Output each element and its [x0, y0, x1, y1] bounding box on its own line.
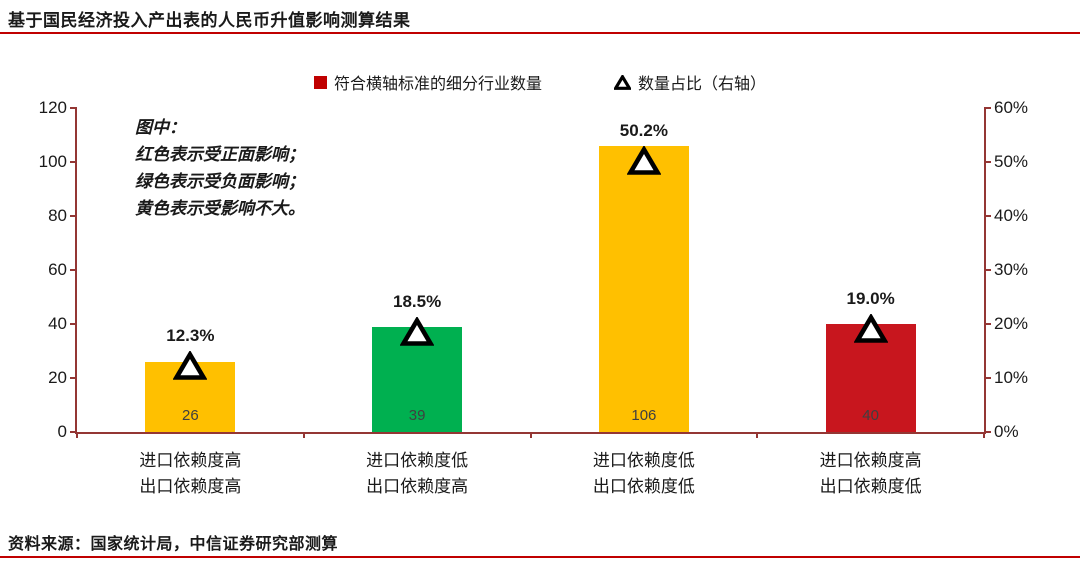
y-axis-tick-label: 40: [48, 314, 67, 333]
y-axis-tick: [70, 431, 77, 433]
legend-item-pct: 数量占比（右轴）: [614, 70, 766, 94]
y-axis-tick-label: 0: [57, 422, 67, 441]
legend: 符合横轴标准的细分行业数量 数量占比（右轴）: [0, 70, 1080, 94]
color-key-annotation: 图中： 红色表示受正面影响； 绿色表示受负面影响； 黄色表示受影响不大。: [135, 114, 305, 222]
right-axis-tick-label: 60%: [994, 98, 1029, 117]
category-label-line: 出口依赖度低: [819, 477, 922, 496]
right-axis-tick: [984, 431, 991, 433]
x-axis-tick: [76, 432, 78, 438]
bar-value-label: 106: [631, 407, 657, 424]
pct-data-label: 19.0%: [846, 289, 895, 309]
category-label-line: 进口依赖度低: [366, 451, 469, 470]
right-axis-tick-label: 50%: [994, 152, 1029, 171]
right-axis-tick: [984, 323, 991, 325]
y-axis-tick: [70, 215, 77, 217]
y-axis-tick: [70, 323, 77, 325]
category-label: 进口依赖度低 出口依赖度低: [531, 448, 758, 500]
annotation-line: 黄色表示受影响不大。: [135, 199, 305, 218]
annotation-line: 绿色表示受负面影响；: [135, 172, 305, 191]
right-axis-tick-label: 10%: [994, 368, 1029, 387]
bar-series-swatch-icon: [313, 75, 327, 89]
x-axis-tick: [529, 432, 532, 438]
pct-data-label: 18.5%: [393, 292, 442, 312]
right-axis-tick: [984, 215, 991, 217]
pct-data-label: 50.2%: [619, 120, 668, 140]
category-label-line: 进口依赖度高: [819, 451, 922, 470]
pct-data-label: 12.3%: [166, 325, 215, 345]
bar-value-label: 40: [862, 407, 879, 424]
category-label-line: 出口依赖度低: [592, 477, 695, 496]
y-axis-tick-label: 100: [38, 152, 67, 171]
category-label-line: 出口依赖度高: [366, 477, 469, 496]
bar-value-label: 39: [408, 407, 426, 424]
category-label: 进口依赖度高 出口依赖度高: [77, 448, 304, 500]
category-label: 进口依赖度高 出口依赖度低: [757, 448, 984, 500]
bar-value-label: 26: [182, 407, 199, 424]
x-axis-tick: [983, 432, 985, 438]
right-axis-tick: [984, 377, 991, 379]
right-axis-tick-label: 30%: [994, 260, 1029, 279]
y-axis-tick: [70, 377, 77, 379]
bar: [598, 145, 689, 432]
category-label-line: 出口依赖度高: [139, 477, 242, 496]
right-axis-tick-label: 20%: [994, 314, 1029, 333]
page-title: 基于国民经济投入产出表的人民币升值影响测算结果: [8, 11, 411, 30]
triangle-marker-icon: [400, 317, 435, 346]
category-label-line: 进口依赖度低: [592, 451, 695, 470]
y-axis-tick-label: 60: [48, 260, 67, 279]
y-axis-tick-label: 120: [38, 98, 67, 117]
right-axis-tick: [984, 269, 991, 271]
y-axis-tick-label: 80: [48, 206, 67, 225]
annotation-line: 图中：: [135, 118, 186, 137]
right-axis-tick: [984, 107, 991, 109]
annotation-line: 红色表示受正面影响；: [135, 145, 305, 164]
x-axis-tick: [756, 432, 759, 438]
title-divider: [0, 32, 1080, 34]
plot-area: 图中： 红色表示受正面影响； 绿色表示受负面影响； 黄色表示受影响不大。 0 20…: [39, 98, 1028, 496]
legend-item-bars: 符合横轴标准的细分行业数量: [313, 70, 542, 94]
triangle-marker-icon: [853, 314, 888, 344]
triangle-marker-icon: [614, 74, 631, 90]
right-axis-tick-label: 0%: [994, 422, 1019, 441]
y-axis-tick: [70, 161, 77, 163]
category-label-line: 进口依赖度高: [139, 451, 242, 470]
y-axis-tick: [70, 107, 77, 109]
right-axis-tick: [984, 161, 991, 163]
category-label: 进口依赖度低 出口依赖度高: [304, 448, 531, 500]
right-axis-tick-label: 40%: [994, 206, 1029, 225]
triangle-marker-icon: [626, 145, 661, 175]
legend-bars-label: 符合横轴标准的细分行业数量: [333, 76, 542, 93]
x-axis-tick: [302, 432, 305, 438]
y-axis-tick-label: 20: [48, 368, 67, 387]
bottom-divider: [0, 556, 1080, 558]
y-axis-tick: [70, 269, 77, 271]
source-note: 资料来源：国家统计局，中信证券研究部测算: [8, 536, 339, 553]
triangle-marker-icon: [173, 350, 208, 380]
legend-pct-label: 数量占比（右轴）: [638, 76, 767, 93]
